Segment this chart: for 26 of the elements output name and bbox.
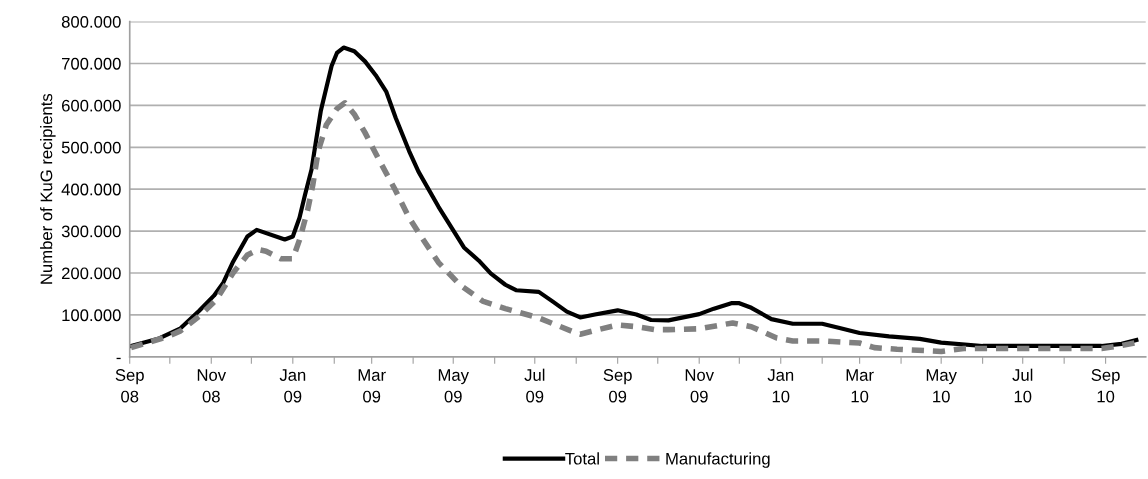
legend-label: Total [565,452,599,465]
legend-label: Manufacturing [666,452,770,468]
y-tick-label: 600.000 [62,99,121,112]
x-tick-label: May 10 [926,369,957,403]
y-tick-label: 800.000 [61,15,121,28]
x-tick-label: Jan 09 [279,369,306,403]
y-tick-label: 700.000 [62,57,121,70]
x-tick-label: Sep 08 [115,369,144,403]
y-tick-label: - [116,357,121,360]
x-tick-label: Mar 09 [358,369,386,403]
line-series [129,45,1139,349]
y-tick-label: 500.000 [61,141,121,154]
x-tick-label: Sep 09 [603,369,632,403]
x-tick-label: Mar 10 [846,369,874,403]
y-tick-label: 400.000 [61,183,121,196]
y-axis-title: Number of KuG recipients [40,93,56,284]
x-tick-label: Sep 10 [1091,369,1120,403]
x-tick-label: Jul 10 [1012,368,1033,403]
y-tick-label: 200.000 [61,267,121,280]
x-tick-label: Nov 08 [197,369,227,403]
x-tick-label: May 09 [438,369,469,403]
x-tick-label: Nov 09 [685,369,714,403]
y-tick-label: 100.000 [62,309,121,322]
x-tick-label: Jan 10 [767,369,794,403]
x-tick-label: Jul 09 [524,368,545,403]
y-tick-label: 300.000 [61,225,121,238]
